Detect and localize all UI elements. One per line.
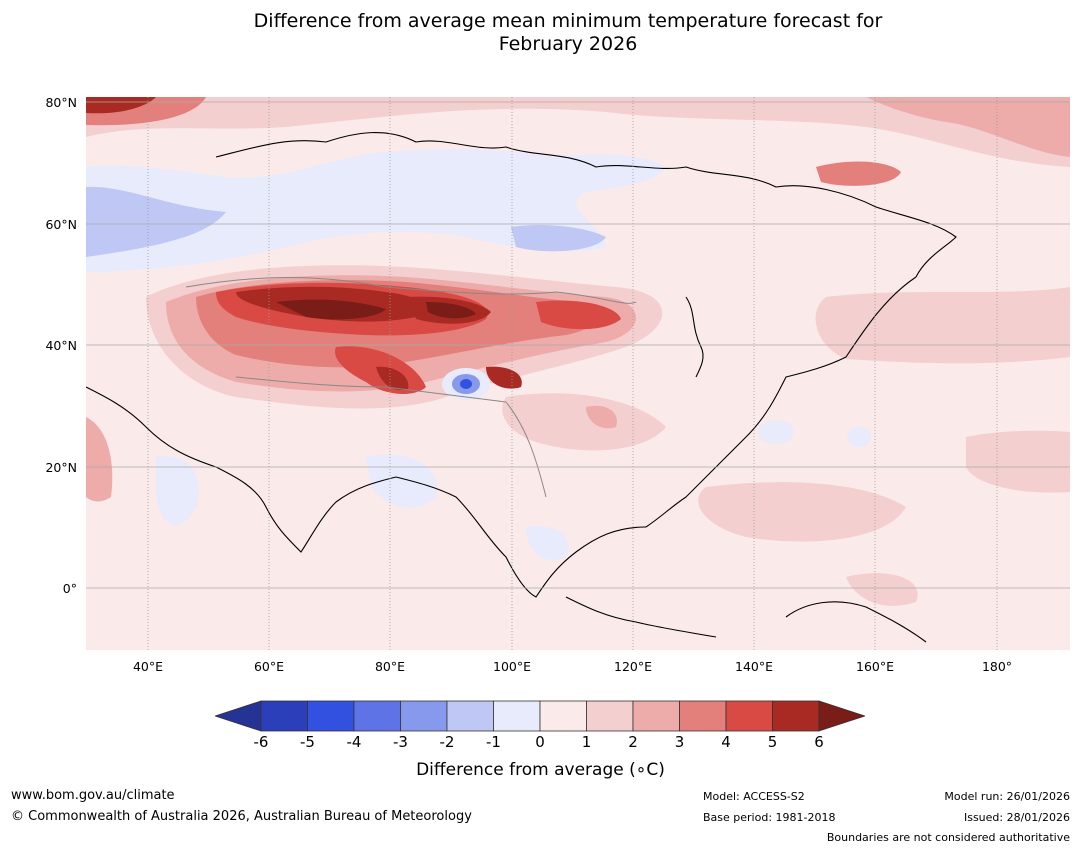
colorbar-segment xyxy=(493,700,541,732)
lat-tick-60n: 60°N xyxy=(45,217,77,232)
footer-disclaimer: Boundaries are not considered authoritat… xyxy=(826,831,1070,844)
anomaly-zone-bay-of-bengal-cool xyxy=(366,454,438,508)
anomaly-zone-china-east xyxy=(586,405,617,429)
anomaly-zone-northeast-china xyxy=(536,300,621,330)
colorbar-segment xyxy=(539,700,587,732)
lon-tick-140e: 140°E xyxy=(734,659,774,674)
pacific-coast xyxy=(645,276,917,528)
lon-tick-60e: 60°E xyxy=(253,659,285,674)
colorbar-title: Difference from average (∘C) xyxy=(0,760,1081,780)
border-south xyxy=(235,376,507,403)
colorbar-tick-label: 0 xyxy=(535,733,545,751)
temperature-anomaly-map xyxy=(86,97,1070,650)
colorbar-tick-label: -1 xyxy=(486,733,501,751)
colorbar-segment xyxy=(260,700,308,732)
colorbar-extend-low xyxy=(215,700,262,732)
latitude-gridlines xyxy=(86,101,1070,589)
colorbar-tick-label: -3 xyxy=(393,733,408,751)
colorbar-tick-label: 1 xyxy=(581,733,592,751)
anomaly-zone-tibet-peak xyxy=(376,366,409,391)
colorbar-tick-label: -6 xyxy=(253,733,269,751)
anomaly-zone-tibet-east xyxy=(486,366,522,389)
colorbar-tick-label: 3 xyxy=(674,733,685,751)
lon-tick-120e: 120°E xyxy=(613,659,653,674)
colorbar-segment xyxy=(307,700,355,732)
colorbar-tick-label: 4 xyxy=(721,733,731,751)
lat-tick-40n: 40°N xyxy=(45,338,77,353)
lat-tick-80n: 80°N xyxy=(45,95,77,110)
map-canvas xyxy=(86,97,1070,650)
colorbar-segment xyxy=(400,700,448,732)
borders xyxy=(185,277,637,498)
footer-copyright: © Commonwealth of Australia 2026, Austra… xyxy=(11,809,472,824)
colorbar-tick-label: 6 xyxy=(814,733,824,751)
border-indochina xyxy=(505,401,547,498)
border-north xyxy=(185,277,637,304)
colorbar-tick-label: 5 xyxy=(767,733,778,751)
colorbar-tick-label: -5 xyxy=(300,733,315,751)
anomaly-zone-west-cool xyxy=(86,186,226,257)
lat-tick-0: 0° xyxy=(62,581,77,596)
footer-base-period: Base period: 1981-2018 xyxy=(703,811,836,824)
lon-tick-100e: 100°E xyxy=(492,659,532,674)
anomaly-zone-north-warm xyxy=(86,97,1070,167)
anomaly-zone-pacific-cool-1 xyxy=(758,420,794,444)
colorbar-segment xyxy=(586,700,634,732)
lat-tick-20n: 20°N xyxy=(45,460,77,475)
anomaly-zone-central-cool xyxy=(511,225,606,252)
title-line-2: February 2026 xyxy=(498,33,638,55)
colorbar-tick-label: -2 xyxy=(439,733,455,751)
lon-tick-80e: 80°E xyxy=(374,659,406,674)
colorbar-segments xyxy=(215,700,865,732)
colorbar-segment xyxy=(772,700,820,732)
anomaly-zone-arctic-hot xyxy=(86,97,156,114)
footer-model: Model: ACCESS-S2 xyxy=(703,790,805,803)
colorbar-segment xyxy=(632,700,680,732)
colorbar-segment xyxy=(679,700,727,732)
anomaly-zone-tibet-cool-3 xyxy=(460,379,472,389)
anomaly-zone-pacific-cool-2 xyxy=(847,427,871,447)
colorbar-tick-label: -4 xyxy=(346,733,362,751)
anomaly-zone-arabian-sea-cool xyxy=(156,456,199,526)
title-line-1: Difference from average mean minimum tem… xyxy=(253,10,883,32)
anomaly-zone-south-china-sea-cool xyxy=(526,526,569,561)
colorbar-tick-label: 2 xyxy=(628,733,638,751)
anomaly-zone-east-siberia xyxy=(816,161,901,186)
colorbar-title-text: Difference from average ( xyxy=(416,760,636,780)
anomaly-zone-central-asia-peak xyxy=(276,299,386,320)
map-title: Difference from average mean minimum tem… xyxy=(0,10,1081,56)
indonesia-coast xyxy=(565,596,717,638)
southeast-asia-coast xyxy=(395,476,647,598)
colorbar-segment xyxy=(353,700,401,732)
colorbar-title-unit: ∘C) xyxy=(635,760,665,780)
anomaly-zone-mongolia-peak xyxy=(426,302,476,319)
colorbar-segment xyxy=(446,700,494,732)
anomaly-zone-equatorial-pacific xyxy=(846,573,918,606)
coastlines xyxy=(86,132,957,643)
anomaly-zone-west-pacific xyxy=(698,482,906,542)
colorbar-segment xyxy=(725,700,773,732)
colorbar xyxy=(215,700,865,732)
colorbar-extend-high xyxy=(818,700,865,732)
japan-coast xyxy=(685,296,704,378)
footer-model-run: Model run: 26/01/2026 xyxy=(944,790,1070,803)
anomaly-zone-northwest-pacific xyxy=(815,287,1070,364)
south-asia-coast xyxy=(86,386,397,553)
anomaly-zone-central-pacific xyxy=(966,430,1070,493)
footer-url[interactable]: www.bom.gov.au/climate xyxy=(11,788,175,803)
new-guinea-coast xyxy=(785,601,927,643)
arctic-coast xyxy=(215,132,957,278)
anomaly-zone-south-china xyxy=(502,393,666,451)
longitude-gridlines xyxy=(147,97,998,650)
lon-tick-180: 180° xyxy=(981,659,1013,674)
anomaly-zone-northeast-warm xyxy=(866,97,1070,157)
footer-issued: Issued: 28/01/2026 xyxy=(963,811,1070,824)
lon-tick-160e: 160°E xyxy=(855,659,895,674)
anomaly-zone-arabia-warm xyxy=(86,417,113,502)
lon-tick-40e: 40°E xyxy=(132,659,164,674)
